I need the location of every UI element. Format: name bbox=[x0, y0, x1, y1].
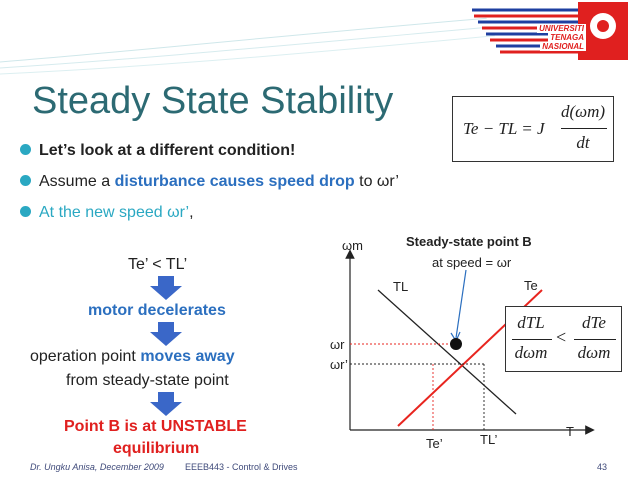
flow-step-4-line2: equilibrium bbox=[113, 440, 200, 457]
wr-label: ωr bbox=[330, 337, 345, 352]
tl-prime-label: TL’ bbox=[480, 432, 498, 447]
flow-step-2: motor decelerates bbox=[88, 302, 226, 319]
bullet-3-highlight: At the new speed ωr’ bbox=[39, 204, 190, 221]
logo-text-line2: TENAGA bbox=[548, 33, 586, 42]
equation-denominator: dt bbox=[576, 133, 590, 152]
logo-text-line3: NASIONAL bbox=[540, 42, 586, 51]
bullet-2: Assume a disturbance causes speed drop t… bbox=[20, 173, 399, 191]
footer-page-number: 43 bbox=[597, 462, 608, 472]
tl-curve bbox=[377, 289, 517, 415]
footer-course: EEEB443 - Control & Drives bbox=[185, 462, 298, 472]
bullet-3-post: , bbox=[189, 204, 194, 221]
down-arrow-icon bbox=[150, 392, 182, 416]
inequality-left-num: dTL bbox=[517, 313, 545, 332]
inequality-right-den: dωm bbox=[577, 343, 611, 362]
annotation-title: Steady-state point B bbox=[406, 234, 532, 249]
inequality-operator: < bbox=[556, 327, 567, 347]
y-axis-label: ωm bbox=[342, 238, 363, 253]
bullet-1-text: Let’s look at a different condition! bbox=[39, 142, 296, 159]
bullet-2-highlight: disturbance causes speed drop bbox=[114, 173, 355, 190]
bullet-2-post: to ωr’ bbox=[354, 173, 399, 190]
inequality-right-bar bbox=[574, 339, 616, 340]
bullet-dot-icon bbox=[20, 206, 31, 218]
down-arrow-icon bbox=[150, 276, 182, 300]
logo-text-line1: UNIVERSITI bbox=[537, 24, 586, 33]
inequality-right-num: dTe bbox=[582, 313, 606, 332]
flow-step-3-pre: operation point bbox=[30, 348, 141, 365]
bullet-dot-icon bbox=[20, 144, 31, 156]
bullet-2-pre: Assume a bbox=[39, 173, 115, 190]
flow-step-3: operation point moves away bbox=[30, 348, 235, 366]
x-axis-label: T bbox=[566, 424, 574, 439]
down-arrow-icon bbox=[150, 322, 182, 346]
annotation-sub: at speed = ωr bbox=[432, 255, 512, 270]
logo-text: UNIVERSITI TENAGA NASIONAL bbox=[506, 24, 586, 51]
bullet-1: Let’s look at a different condition! bbox=[20, 142, 295, 160]
point-b-pointer bbox=[455, 269, 467, 339]
flow-step-4-line1: Point B is at UNSTABLE bbox=[64, 418, 247, 435]
equation-bar bbox=[561, 128, 607, 129]
inequality-left-bar bbox=[512, 339, 552, 340]
tl-curve-label: TL bbox=[393, 279, 409, 294]
slide-title: Steady State Stability bbox=[32, 80, 394, 122]
equation-numerator: d(ωm) bbox=[560, 102, 606, 121]
flow-step-1: Te’ < TL’ bbox=[128, 256, 188, 273]
equation-lhs: Te − TL = J bbox=[463, 119, 545, 138]
te-prime-label: Te’ bbox=[426, 436, 443, 451]
wr-prime-label: ωr’ bbox=[330, 357, 348, 372]
point-b bbox=[450, 338, 462, 350]
torque-equation: Te − TL = J d(ωm) dt bbox=[452, 96, 614, 162]
te-curve-label: Te bbox=[524, 278, 538, 293]
footer-author: Dr. Ungku Anisa, December 2009 bbox=[30, 462, 164, 472]
bullet-dot-icon bbox=[20, 175, 31, 187]
slope-inequality: dTL dωm < dTe dωm bbox=[505, 306, 622, 372]
flow-step-3-line2: from steady-state point bbox=[66, 372, 229, 389]
bullet-3: At the new speed ωr’, bbox=[20, 204, 194, 222]
inequality-left-den: dωm bbox=[514, 343, 548, 362]
flow-step-3-highlight: moves away bbox=[140, 348, 235, 365]
